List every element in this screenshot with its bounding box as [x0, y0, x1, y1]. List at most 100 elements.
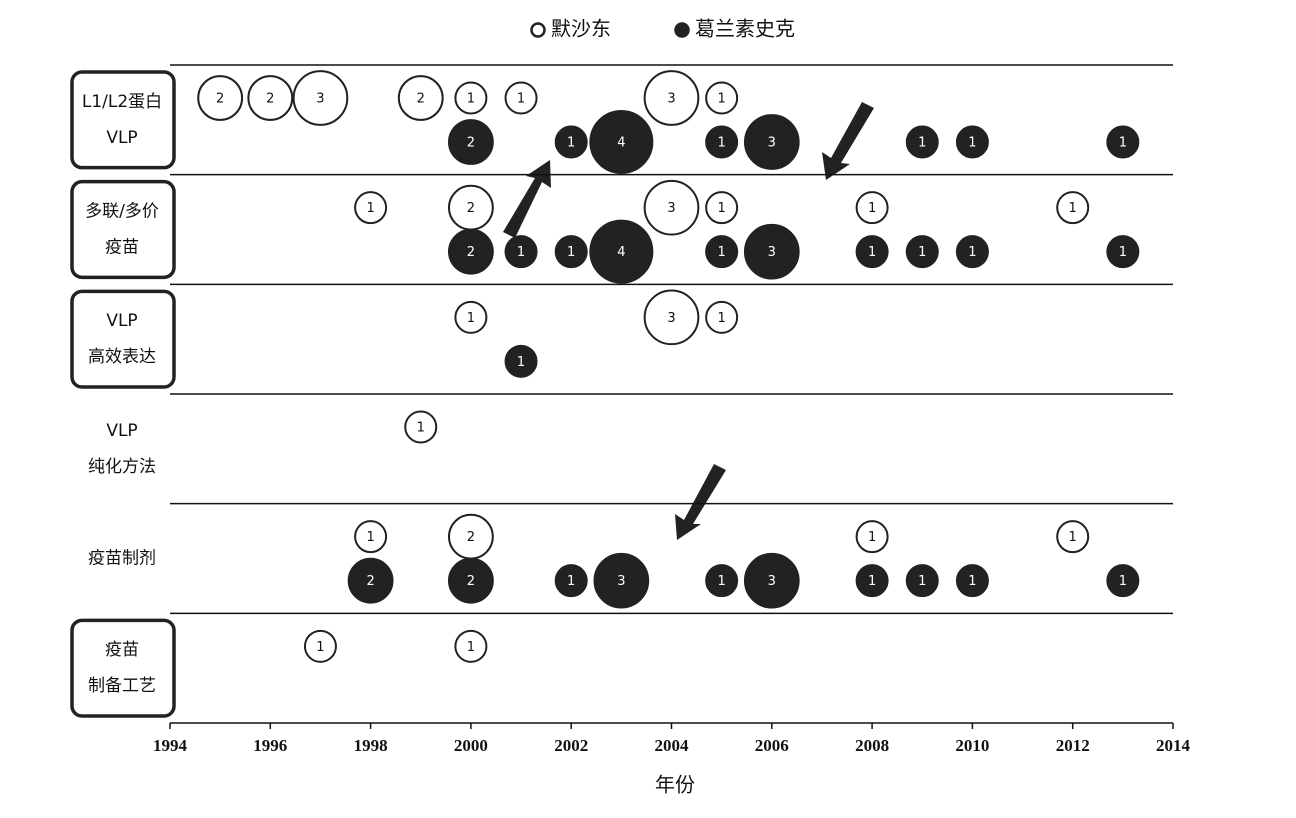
bubble — [447, 119, 494, 165]
legend-marker — [530, 22, 546, 38]
bubble — [1056, 191, 1090, 225]
category-label: VLP — [106, 421, 137, 441]
bubble — [303, 629, 337, 663]
data-label: 1 — [1119, 136, 1127, 151]
data-label: 3 — [667, 311, 675, 326]
bubble — [554, 235, 588, 269]
bubble — [554, 564, 588, 598]
bubble — [705, 235, 739, 269]
data-label: 3 — [316, 92, 324, 107]
x-tick-label: 1994 — [153, 736, 188, 755]
data-label: 1 — [366, 201, 374, 216]
bubble — [354, 191, 388, 225]
bubble — [743, 114, 800, 170]
data-label: 2 — [467, 136, 475, 151]
category-label: 高效表达 — [88, 347, 156, 367]
data-label: 1 — [1069, 201, 1077, 216]
bubble — [247, 75, 294, 121]
bubble — [589, 219, 654, 284]
data-label: 2 — [467, 201, 475, 216]
data-label: 1 — [467, 311, 475, 326]
data-label: 1 — [718, 574, 726, 589]
x-tick-label: 2006 — [755, 736, 789, 755]
data-label: 3 — [768, 136, 776, 151]
bubble — [1056, 520, 1090, 554]
category-box — [70, 179, 176, 280]
bubble — [905, 125, 939, 159]
bubble — [1106, 235, 1140, 269]
legend-label: 默沙东 — [551, 17, 611, 41]
data-label: 1 — [968, 136, 976, 151]
category-box — [70, 289, 176, 389]
bubble — [197, 75, 244, 121]
category-label: VLP — [106, 128, 137, 148]
x-tick-label: 2014 — [1156, 736, 1191, 755]
legend-marker — [674, 22, 690, 38]
data-label: 2 — [467, 574, 475, 589]
data-label: 3 — [768, 245, 776, 260]
arrows — [503, 102, 874, 540]
x-tick-label: 2008 — [855, 736, 889, 755]
bubble — [354, 520, 388, 554]
x-tick-label: 1998 — [354, 736, 388, 755]
data-label: 1 — [868, 201, 876, 216]
category-label: 制备工艺 — [88, 676, 156, 696]
data-label: 2 — [216, 92, 224, 107]
data-label: 1 — [918, 245, 926, 260]
data-label: 1 — [517, 355, 525, 370]
x-tick-label: 2004 — [655, 736, 690, 755]
data-label: 1 — [718, 136, 726, 151]
bubble — [447, 228, 494, 275]
data-label: 3 — [667, 201, 675, 216]
category-label: 纯化方法 — [88, 457, 156, 477]
bubble — [643, 289, 700, 346]
bubble — [397, 75, 444, 121]
data-label: 1 — [1119, 245, 1127, 260]
bubble — [855, 191, 889, 225]
data-label: 1 — [718, 92, 726, 107]
data-label: 2 — [266, 92, 274, 107]
data-label: 4 — [617, 136, 625, 151]
data-label: 2 — [467, 245, 475, 260]
bubble — [504, 344, 538, 378]
bubble — [347, 557, 394, 604]
category-label: 疫苗 — [105, 640, 139, 660]
bubble — [705, 125, 739, 159]
bubble — [905, 235, 939, 269]
bubble — [447, 557, 494, 604]
bubble — [743, 223, 800, 280]
bubble — [1106, 125, 1140, 159]
bubble — [589, 110, 654, 174]
data-label: 1 — [868, 530, 876, 545]
data-label: 3 — [617, 574, 625, 589]
data-label: 1 — [1069, 530, 1077, 545]
x-tick-label: 2002 — [554, 736, 588, 755]
data-label: 1 — [718, 201, 726, 216]
bubble — [404, 410, 438, 444]
x-tick-label: 2012 — [1056, 736, 1090, 755]
bubble — [504, 235, 538, 269]
bubble — [454, 629, 488, 663]
x-tick-label: 2010 — [955, 736, 989, 755]
data-label: 1 — [918, 136, 926, 151]
category-box — [70, 70, 176, 170]
data-label: 3 — [667, 92, 675, 107]
data-label: 1 — [567, 136, 575, 151]
bubble — [593, 552, 650, 609]
bubble — [855, 520, 889, 554]
data-label: 1 — [567, 574, 575, 589]
data-label: 1 — [718, 245, 726, 260]
data-label: 1 — [718, 311, 726, 326]
category-label: 疫苗制剂 — [88, 549, 156, 569]
bubble — [292, 70, 349, 126]
data-label: 1 — [517, 92, 525, 107]
category-label: L1/L2蛋白 — [82, 92, 162, 112]
bubble — [705, 191, 739, 225]
data-label: 1 — [968, 574, 976, 589]
data-label: 1 — [1119, 574, 1127, 589]
data-label: 2 — [467, 530, 475, 545]
bubble — [955, 564, 989, 598]
data-label: 1 — [567, 245, 575, 260]
legend-label: 葛兰素史克 — [695, 17, 795, 41]
